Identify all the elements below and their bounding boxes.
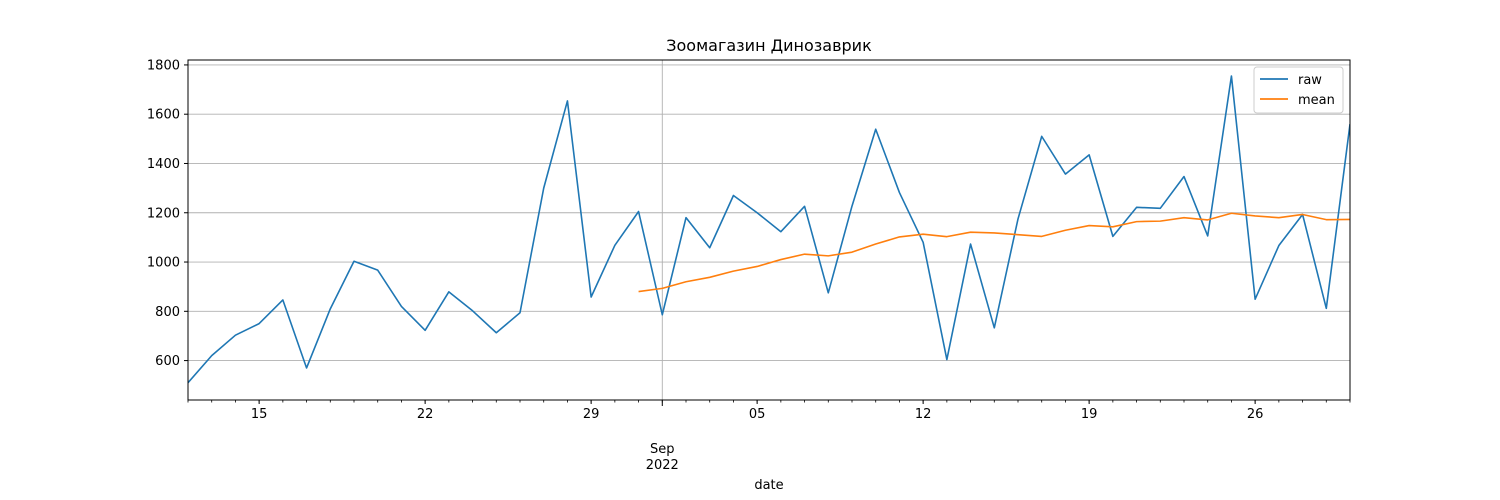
y-tick-label: 1600 <box>147 108 180 123</box>
x-axis-label: date <box>754 478 783 493</box>
legend: raw mean <box>1253 66 1344 114</box>
x-tick-label: Sep <box>650 442 675 457</box>
y-tick-label: 1800 <box>147 58 180 73</box>
grid-lines <box>188 60 1350 400</box>
y-tick-label: 1000 <box>147 256 180 271</box>
x-tick-label: 26 <box>1247 407 1264 422</box>
x-tick-label: 19 <box>1081 407 1098 422</box>
legend-label-raw: raw <box>1298 73 1322 88</box>
series-lines <box>188 75 1350 384</box>
plot-frame <box>187 59 1351 401</box>
x-tick-label: 29 <box>583 407 600 422</box>
x-tick-label: 05 <box>749 407 766 422</box>
x-tick-sublabel: 2022 <box>646 458 679 473</box>
x-tick-label: 22 <box>417 407 434 422</box>
series-line-raw <box>188 75 1350 384</box>
y-tick-label: 1200 <box>147 206 180 221</box>
series-line-mean <box>638 212 1350 293</box>
x-tick-label: 12 <box>915 407 932 422</box>
y-tick-label: 600 <box>155 354 180 369</box>
y-tick-label: 800 <box>155 305 180 320</box>
chart-title: Зоомагазин Динозаврик <box>666 36 872 55</box>
x-tick-label: 15 <box>251 407 268 422</box>
y-tick-label: 1400 <box>147 157 180 172</box>
legend-label-mean: mean <box>1298 93 1335 108</box>
